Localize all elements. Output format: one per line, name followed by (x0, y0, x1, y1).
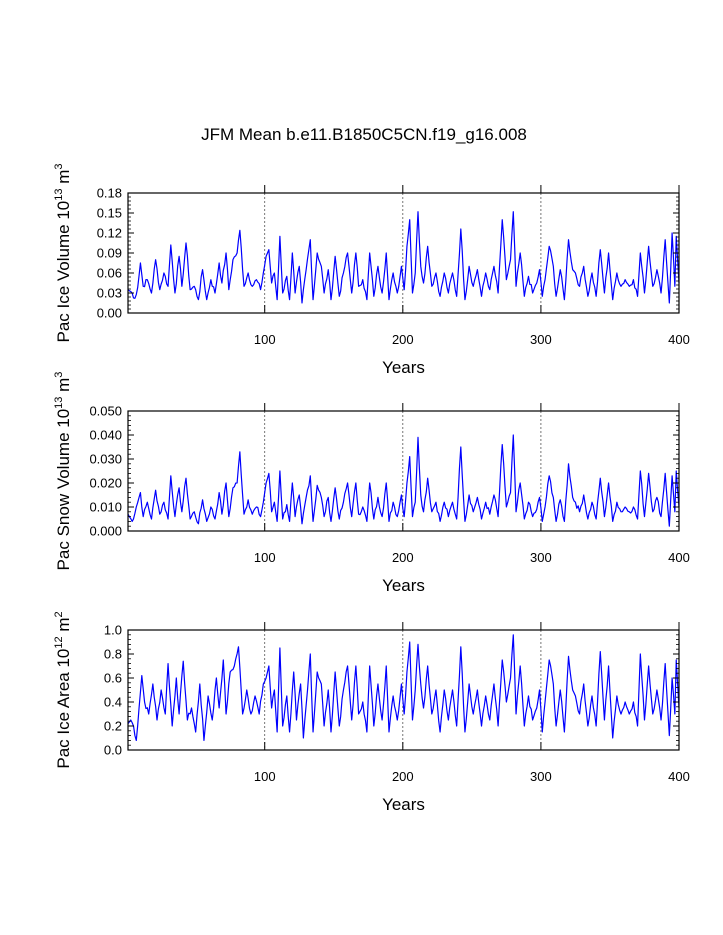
series-line-ice-volume (127, 211, 680, 304)
x-tick-label: 400 (668, 550, 690, 565)
figure-title: JFM Mean b.e11.B1850C5CN.f19_g16.008 (201, 125, 527, 144)
series-line-ice-area (127, 634, 680, 741)
x-tick-label: 400 (668, 332, 690, 347)
plot-frame (127, 629, 680, 751)
y-tick-label: 1.0 (104, 623, 122, 638)
y-tick-label: 0.18 (97, 186, 122, 201)
x-tick-label: 300 (530, 550, 552, 565)
x-tick-label: 200 (392, 332, 414, 347)
y-tick-label: 0.00 (97, 306, 122, 321)
x-tick-label: 100 (254, 332, 276, 347)
x-tick-label: 300 (530, 769, 552, 784)
x-axis-title: Years (382, 576, 425, 595)
y-tick-label: 0.000 (89, 524, 122, 539)
x-tick-label: 300 (530, 332, 552, 347)
y-tick-label: 0.12 (97, 226, 122, 241)
x-axis-title: Years (382, 795, 425, 814)
panel-snow-volume: 0.000 0.010 0.020 0.030 0.040 0.050 100 200 300 4… (53, 372, 690, 595)
series-line-snow-volume (127, 434, 680, 527)
y-tick-label: 0.03 (97, 286, 122, 301)
plot-frame (127, 410, 680, 532)
y-tick-label: 0.010 (89, 500, 122, 515)
y-axis-title: Pac Ice Volume 1013 m3 (53, 163, 73, 342)
y-tick-label: 0.050 (89, 404, 122, 419)
panel-ice-area: 0.0 0.2 0.4 0.6 0.8 1.0 100 200 300 400 Years Pac I… (53, 611, 690, 814)
y-tick-label: 0.030 (89, 452, 122, 467)
x-tick-label: 100 (254, 769, 276, 784)
x-tick-label: 200 (392, 550, 414, 565)
x-tick-label: 100 (254, 550, 276, 565)
y-tick-label: 0.6 (104, 671, 122, 686)
y-tick-label: 0.15 (97, 206, 122, 221)
x-tick-label: 200 (392, 769, 414, 784)
y-tick-label: 0.06 (97, 266, 122, 281)
y-tick-label: 0.040 (89, 428, 122, 443)
y-tick-label: 0.8 (104, 647, 122, 662)
y-tick-label: 0.020 (89, 476, 122, 491)
y-tick-label: 0.4 (104, 695, 122, 710)
x-axis-title: Years (382, 358, 425, 377)
y-tick-label: 0.0 (104, 743, 122, 758)
y-tick-label: 0.09 (97, 246, 122, 261)
panel-ice-volume: 0.00 0.03 0.06 0.09 0.12 0.15 0.18 100 200 300 400… (53, 163, 690, 377)
x-tick-label: 400 (668, 769, 690, 784)
y-axis-title: Pac Ice Area 1012 m2 (53, 611, 73, 768)
y-tick-label: 0.2 (104, 719, 122, 734)
y-axis-title: Pac Snow Volume 1013 m3 (53, 372, 73, 571)
